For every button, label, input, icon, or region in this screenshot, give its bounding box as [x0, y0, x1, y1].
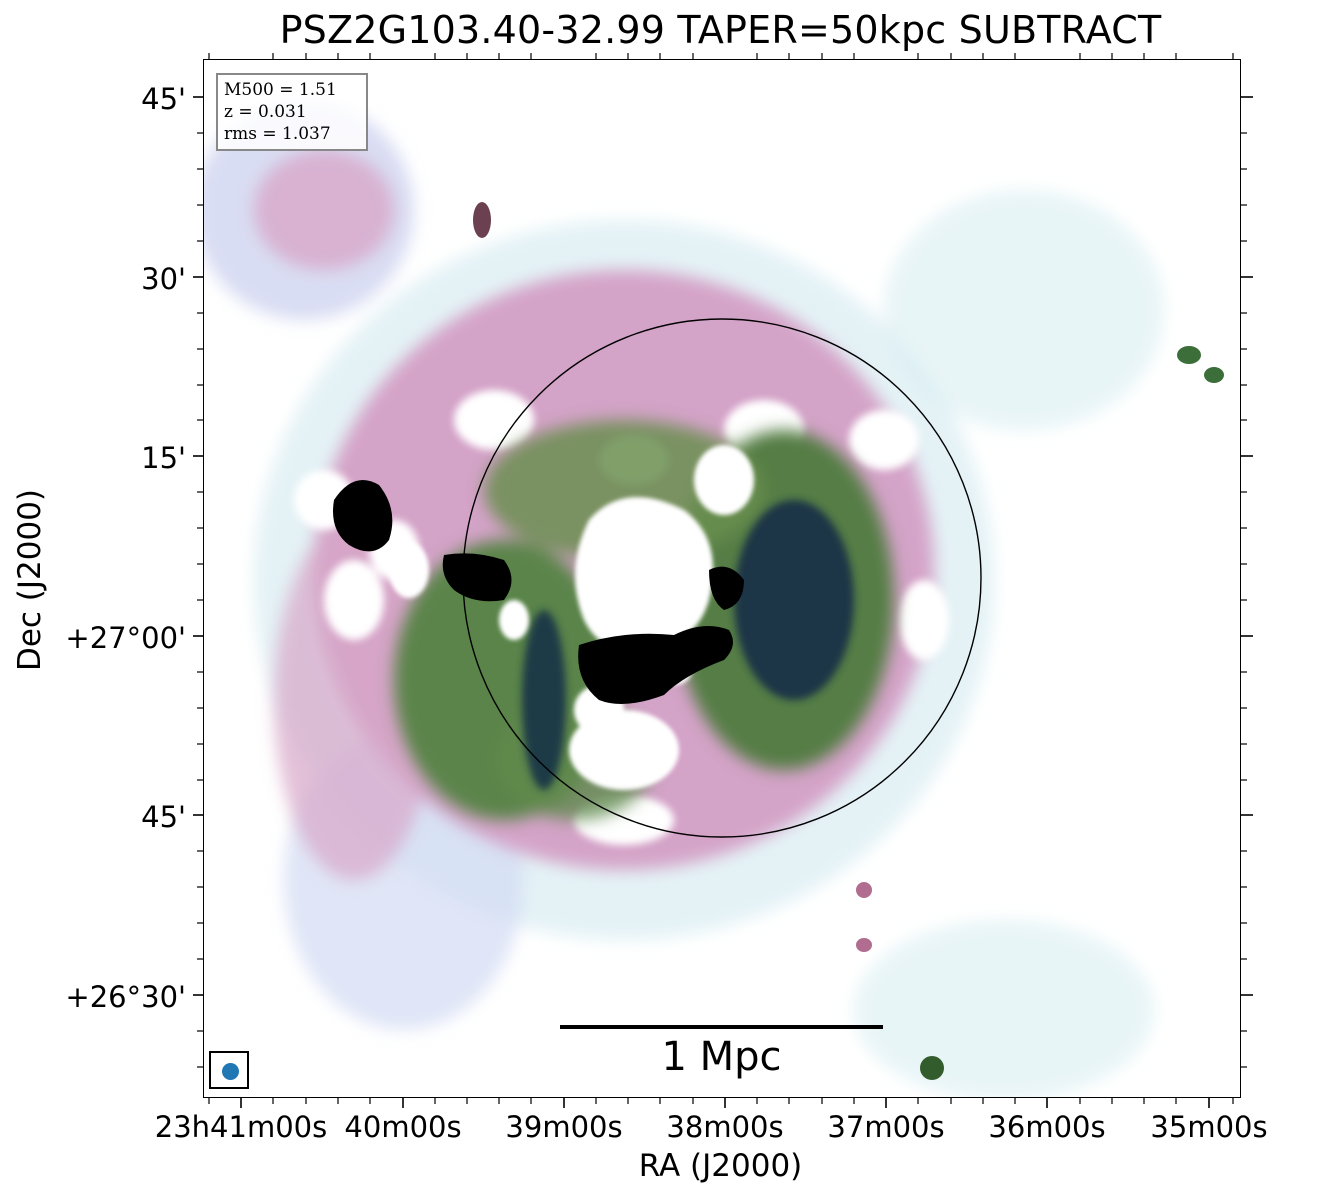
y-axis-label: Dec (J2000) [12, 488, 48, 672]
ytick-label: +26°30' [65, 980, 186, 1014]
xtick-label: 38m00s [666, 1110, 784, 1144]
xtick-label: 36m00s [988, 1110, 1106, 1144]
scale-bar-label: 1 Mpc [661, 1034, 782, 1080]
xtick-label: 39m00s [505, 1110, 623, 1144]
xtick-label: 40m00s [344, 1110, 462, 1144]
x-axis-label: RA (J2000) [638, 1148, 803, 1184]
ytick-label: 45' [141, 82, 186, 116]
xtick-label: 35m00s [1150, 1110, 1268, 1144]
ytick-label: 15' [141, 441, 186, 475]
ytick-label: 30' [141, 262, 186, 296]
halo-peak-region [522, 500, 854, 790]
r500-circle [462, 318, 982, 838]
cluster-info-box: M500 = 1.51 z = 0.031 rms = 1.037 [216, 73, 368, 151]
beam-ellipse [222, 1063, 239, 1080]
plot-title: PSZ2G103.40-32.99 TAPER=50kpc SUBTRACT [279, 8, 1162, 52]
compact-sources [333, 202, 1224, 1080]
radio-emission-map [204, 100, 1224, 1097]
xtick-label: 23h41m00s [154, 1110, 328, 1144]
mass-label: M500 = 1.51 [224, 80, 337, 100]
ytick-label: +27°00' [65, 621, 186, 655]
radio-image-panel [203, 59, 1241, 1098]
scale-bar [560, 1025, 883, 1029]
xtick-label: 37m00s [827, 1110, 945, 1144]
beam-box [209, 1051, 249, 1089]
redshift-label: z = 0.031 [224, 102, 307, 122]
ytick-label: 45' [141, 800, 186, 834]
rms-label: rms = 1.037 [224, 124, 331, 144]
